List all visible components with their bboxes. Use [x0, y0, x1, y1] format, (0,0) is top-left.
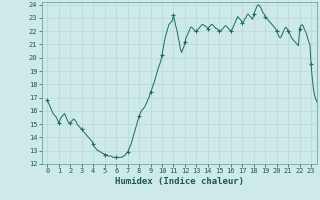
X-axis label: Humidex (Indice chaleur): Humidex (Indice chaleur): [115, 177, 244, 186]
